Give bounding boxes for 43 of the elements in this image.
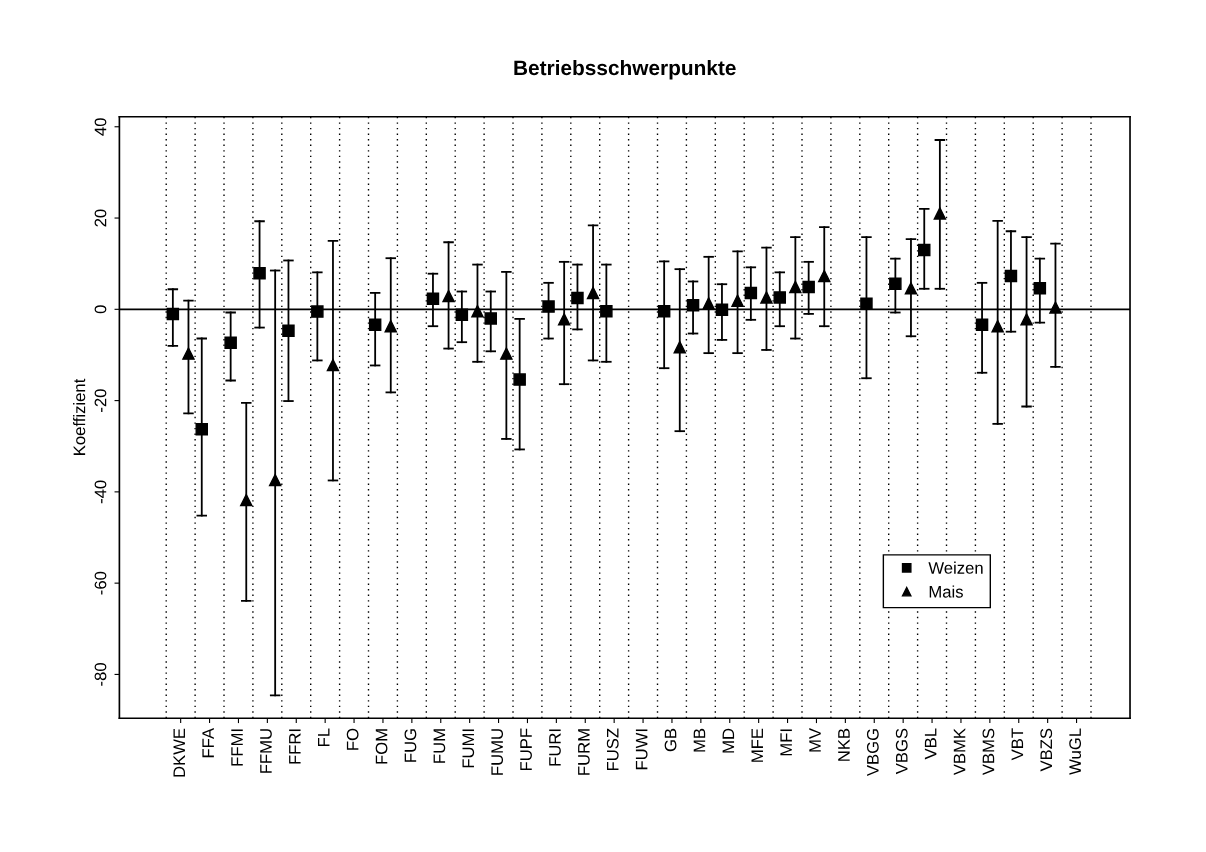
x-tick-label: VBMK <box>953 728 966 776</box>
x-tick-label: MFE <box>751 728 763 762</box>
x-tick-label: FUSZ <box>606 728 619 771</box>
x-tick-label: VBGS <box>895 728 908 775</box>
x-tick-label: MFI <box>780 729 792 756</box>
x-tick-label: VBGG <box>866 729 879 777</box>
x-tick-label: VBMS <box>982 728 995 776</box>
x-tick-label: FURM <box>578 729 590 775</box>
x-tick-label: FUMI <box>462 729 475 768</box>
y-axis-title: Koeffizient <box>73 378 86 455</box>
x-tick-label: FUG <box>404 729 417 762</box>
x-tick-label: FOM <box>375 729 388 764</box>
x-tick-label: FL <box>318 728 330 747</box>
legend-label: Weizen <box>928 561 983 574</box>
y-tick-label: 0 <box>94 305 107 314</box>
x-tick-label: VBZS <box>1040 728 1053 772</box>
x-tick-label: GB <box>664 728 677 752</box>
legend-label: Mais <box>929 585 963 598</box>
x-tick-label: FO <box>346 728 359 750</box>
x-tick-label: MB <box>693 728 706 752</box>
x-tick-label: FFMU <box>260 729 272 773</box>
x-tick-label: MV <box>809 728 821 752</box>
y-tick-label: 40 <box>94 118 107 136</box>
x-tick-label: FURI <box>549 729 561 766</box>
y-tick-label: -60 <box>94 571 107 595</box>
x-tick-label: FFRI <box>289 729 301 764</box>
x-tick-label: FUPF <box>520 728 532 771</box>
x-tick-label: NKB <box>838 728 850 761</box>
x-tick-label: DKWE <box>173 728 185 777</box>
chart-title: Betriebsschwerpunkte <box>514 59 736 80</box>
x-tick-label: MD <box>722 728 735 753</box>
x-tick-label: VBT <box>1011 728 1024 761</box>
y-tick-label: 20 <box>94 209 107 227</box>
x-tick-label: WuGL <box>1069 728 1082 775</box>
y-tick-label: -40 <box>94 480 107 504</box>
y-tick-label: -80 <box>94 663 107 686</box>
x-tick-label: FFMI <box>231 729 243 766</box>
y-tick-label: -20 <box>94 389 107 412</box>
x-tick-label: FUMU <box>491 729 504 775</box>
x-tick-label: FFA <box>202 727 214 758</box>
x-tick-label: VBL <box>924 728 937 760</box>
x-tick-label: FUWI <box>635 729 648 770</box>
x-tick-label: FUM <box>433 729 446 763</box>
